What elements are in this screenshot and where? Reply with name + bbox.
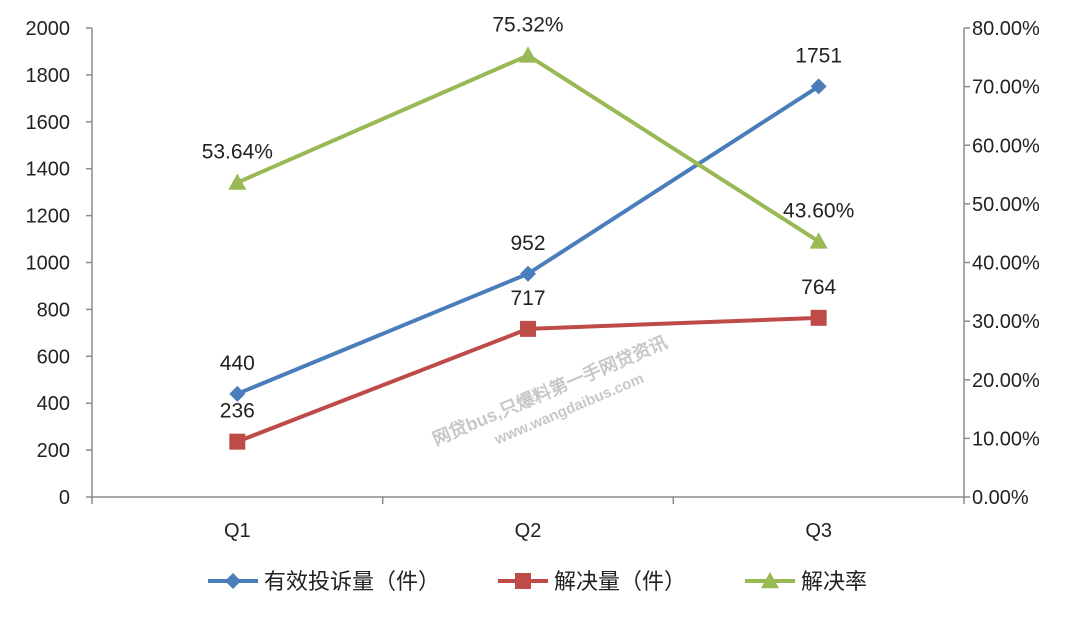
tick-labels: 0 200 400 600 800 1000 1200 1400 1600 1800 2000 0.0… [26,18,1041,542]
legend: 有效投诉量（件） 解决量（件） 解决率 [208,569,867,594]
legend-label: 有效投诉量（件） [264,569,440,594]
y-right-tick-label: 40.00% [972,253,1040,275]
data-label: 764 [801,276,836,299]
data-label: 75.32% [492,13,563,36]
data-label: 43.60% [783,199,854,222]
data-label: 53.64% [202,141,273,164]
data-label: 440 [220,352,255,375]
x-tick-label: Q3 [805,520,832,542]
legend-label: 解决率 [801,569,867,594]
data-label: 952 [510,232,545,255]
y-left-tick-label: 1800 [26,65,71,87]
y-right-tick-label: 50.00% [972,194,1040,216]
data-point [519,46,537,63]
legend-label: 解决量（件） [554,569,686,594]
data-point [228,173,247,190]
data-point [810,78,827,95]
x-tick-label: Q1 [224,520,251,542]
y-right-tick-label: 0.00% [972,487,1029,509]
y-right-tick-label: 70.00% [972,77,1040,99]
series-group [228,46,828,450]
data-labels: 440 952 1751 236 717 764 53.64% 75.32% 43.60% [202,13,855,422]
y-left-tick-label: 1200 [26,206,71,228]
axes [86,27,970,504]
y-right-tick-label: 60.00% [972,135,1040,157]
data-point [229,433,246,450]
y-left-tick-label: 400 [37,393,70,415]
y-right-tick-label: 30.00% [972,311,1040,333]
x-tick-label: Q2 [515,520,542,542]
series-line [236,53,820,244]
legend-marker [225,573,241,589]
data-point [810,309,827,326]
data-point [520,265,536,282]
y-left-tick-label: 2000 [26,18,71,40]
data-label: 717 [510,287,545,310]
y-left-tick-label: 1000 [26,253,71,275]
y-right-tick-label: 20.00% [972,370,1040,392]
y-left-tick-label: 1400 [26,159,71,181]
data-point [520,320,536,337]
y-left-tick-label: 200 [37,440,70,462]
data-label: 1751 [795,44,842,67]
y-right-tick-label: 10.00% [972,428,1040,450]
y-left-tick-label: 1600 [26,112,71,134]
y-right-tick-label: 80.00% [972,18,1040,40]
data-label: 236 [220,400,255,423]
data-point [229,385,246,402]
legend-marker [761,572,779,589]
legend-marker [515,573,531,589]
y-left-tick-label: 600 [37,346,70,368]
y-left-tick-label: 800 [37,299,70,321]
y-left-tick-label: 0 [59,487,70,509]
data-point [809,232,828,249]
